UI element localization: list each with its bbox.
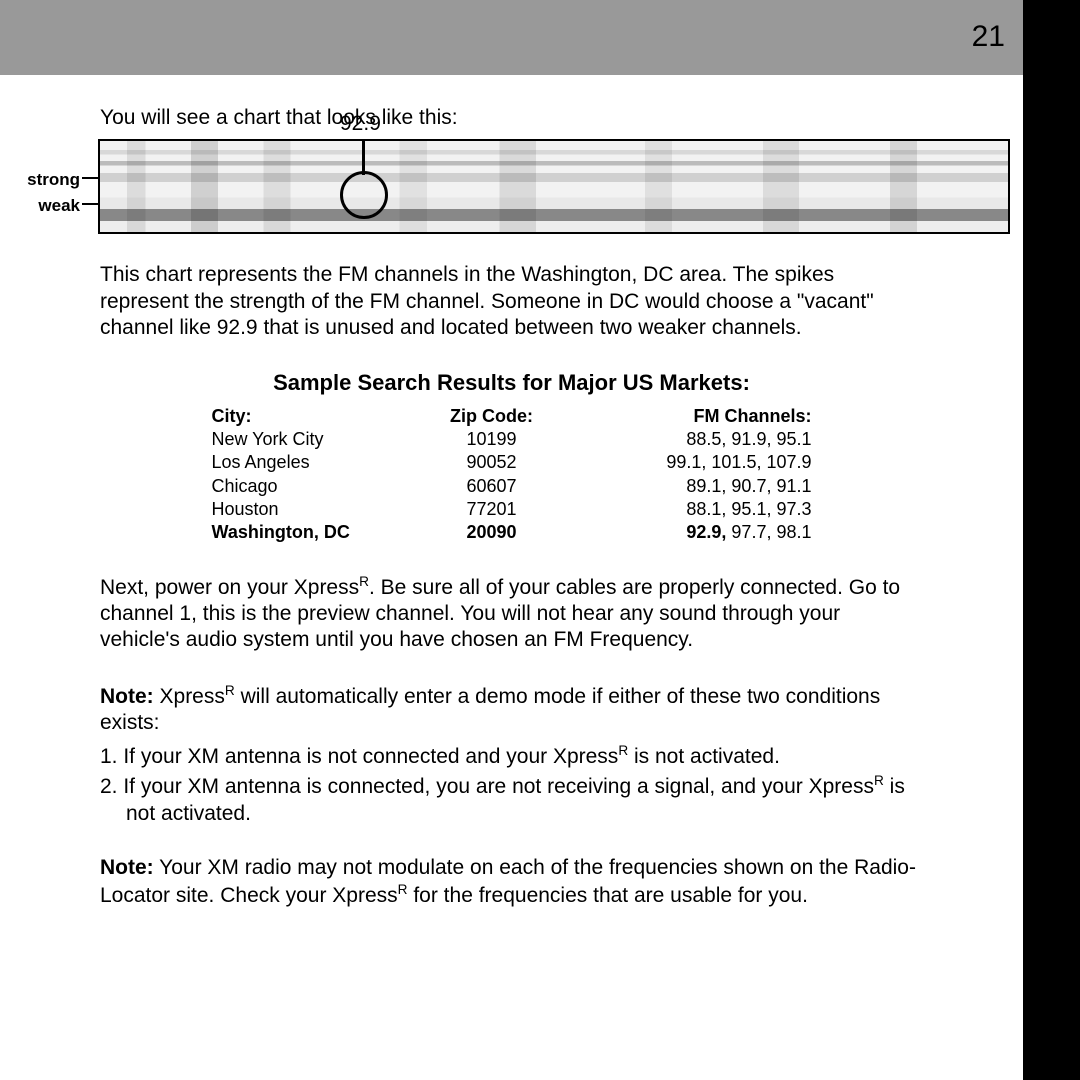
fm-chart: strong weak 92.9 — [10, 139, 923, 234]
table-title: Sample Search Results for Major US Marke… — [100, 369, 923, 397]
chart-box — [98, 139, 1010, 234]
note-2: Note: Your XM radio may not modulate on … — [100, 855, 923, 910]
results-table: City: Zip Code: FM Channels: New York Ci… — [212, 405, 812, 545]
chart-frequency-label: 92.9 — [340, 111, 381, 137]
table-header-city: City: — [212, 405, 412, 428]
document-page: 21 You will see a chart that looks like … — [0, 0, 1023, 1080]
table-row: Los Angeles9005299.1, 101.5, 107.9 — [212, 451, 812, 474]
table-row: Washington, DC2009092.9, 97.7, 98.1 — [212, 521, 812, 544]
chart-description: This chart represents the FM channels in… — [100, 262, 923, 341]
chart-marker-line — [362, 139, 365, 175]
table-header-row: City: Zip Code: FM Channels: — [212, 405, 812, 428]
note-1: Note: XpressR will automatically enter a… — [100, 682, 923, 827]
next-paragraph: Next, power on your XpressR. Be sure all… — [100, 573, 923, 654]
table-row: Chicago6060789.1, 90.7, 91.1 — [212, 475, 812, 498]
chart-strong-label: strong — [10, 169, 80, 190]
table-header-zip: Zip Code: — [412, 405, 572, 428]
header-bar: 21 — [0, 0, 1023, 75]
page-number: 21 — [972, 20, 1005, 54]
page-content: You will see a chart that looks like thi… — [0, 75, 1023, 909]
table-header-channels: FM Channels: — [572, 405, 812, 428]
table-row: Houston7720188.1, 95.1, 97.3 — [212, 498, 812, 521]
chart-marker-circle — [340, 171, 388, 219]
intro-text: You will see a chart that looks like thi… — [100, 105, 923, 131]
chart-weak-label: weak — [10, 195, 80, 216]
table-row: New York City1019988.5, 91.9, 95.1 — [212, 428, 812, 451]
list-item-1: 1. If your XM antenna is not connected a… — [100, 742, 923, 770]
list-item-2: 2. If your XM antenna is connected, you … — [100, 772, 923, 827]
